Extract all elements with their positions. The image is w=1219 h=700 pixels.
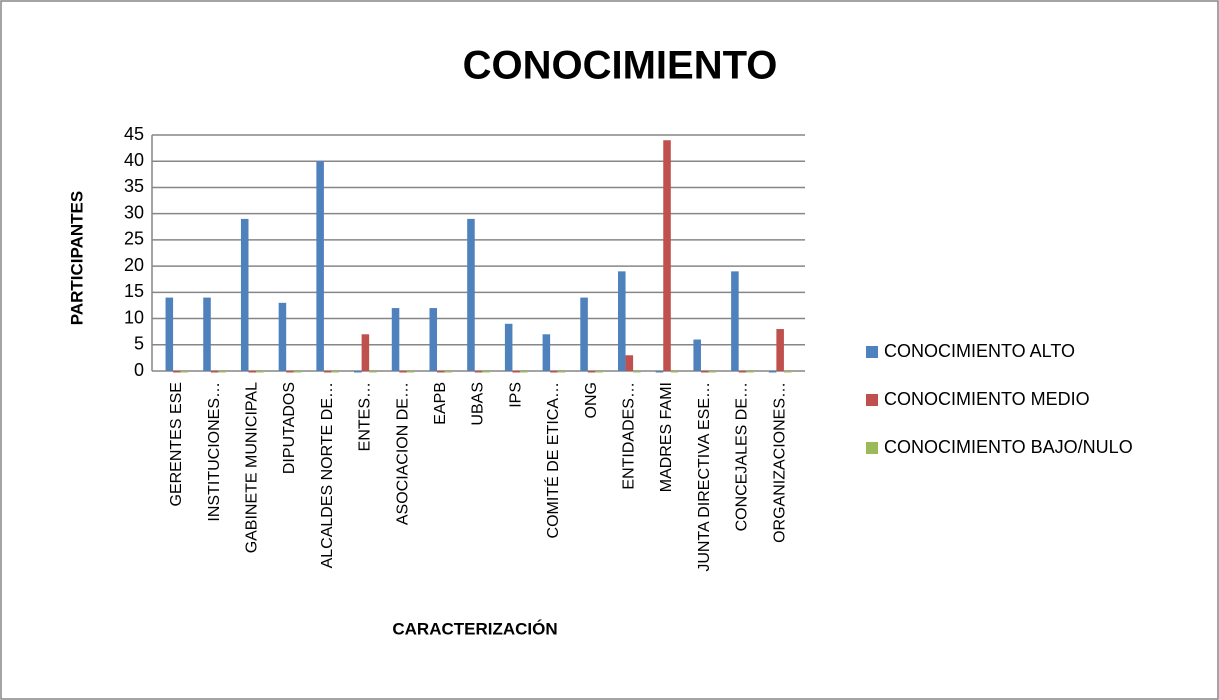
legend-label: CONOCIMIENTO BAJO/NULO — [884, 437, 1133, 457]
x-tick-label: ENTES… — [357, 382, 374, 451]
chart-title: CONOCIMIENTO — [463, 44, 778, 88]
y-tick-label: 5 — [134, 334, 144, 354]
bar — [406, 371, 415, 373]
bar — [663, 140, 671, 371]
bar — [776, 329, 784, 371]
bar — [218, 371, 226, 373]
y-tick-label: 0 — [134, 360, 144, 380]
bar — [323, 371, 332, 373]
y-tick-label: 40 — [124, 150, 144, 170]
bar — [248, 371, 257, 373]
bar — [783, 371, 792, 373]
bar — [399, 371, 407, 373]
legend-swatch — [866, 394, 878, 406]
bar — [768, 371, 777, 373]
bar — [474, 371, 483, 373]
y-tick-label: 45 — [124, 124, 144, 144]
bar — [618, 271, 626, 371]
bar — [256, 371, 264, 373]
bar — [738, 371, 747, 373]
y-tick-label: 20 — [124, 255, 144, 275]
legend-label: CONOCIMIENTO MEDIO — [884, 389, 1090, 409]
y-tick-label: 15 — [124, 281, 144, 301]
x-tick-label: IPS — [507, 382, 524, 408]
bar — [316, 161, 324, 371]
x-tick-label: UBAS — [470, 382, 487, 426]
x-tick-label: EAPB — [432, 382, 449, 425]
bar — [731, 271, 739, 371]
bar — [354, 371, 362, 373]
bar — [286, 371, 294, 373]
bar — [708, 371, 717, 373]
bar — [625, 355, 634, 371]
y-axis-label: PARTICIPANTES — [67, 191, 86, 325]
legend-swatch — [866, 346, 878, 358]
bar — [173, 371, 181, 373]
bar — [519, 371, 528, 373]
bar — [746, 371, 754, 373]
bar — [180, 371, 189, 373]
bar — [587, 371, 596, 373]
x-tick-label: DIPUTADOS — [281, 382, 298, 474]
x-tick-label: CONCEJALES DE… — [734, 382, 751, 531]
bar — [240, 218, 249, 371]
bar — [655, 371, 664, 373]
x-tick-label: ONG — [583, 382, 600, 418]
bar — [391, 308, 400, 371]
bar — [482, 371, 490, 373]
bar — [633, 371, 641, 373]
bar — [550, 371, 558, 373]
bar — [580, 297, 588, 371]
x-tick-label: MADRES FAMI — [658, 382, 675, 492]
y-tick-label: 35 — [124, 176, 144, 196]
bar — [278, 302, 287, 371]
bar — [369, 371, 377, 373]
bar — [210, 371, 219, 373]
bar — [444, 371, 453, 373]
bar — [293, 371, 302, 373]
bar — [467, 218, 475, 371]
bar — [331, 371, 339, 373]
bar — [437, 371, 445, 373]
x-tick-label: GABINETE MUNICIPAL — [243, 382, 260, 553]
legend-swatch — [866, 442, 878, 454]
legend-label: CONOCIMIENTO ALTO — [884, 341, 1075, 361]
x-tick-label: COMITÉ DE ETICA… — [543, 382, 562, 538]
y-tick-label: 25 — [124, 229, 144, 249]
y-tick-label: 30 — [124, 202, 144, 222]
x-tick-label: INSTITUCIONES… — [206, 382, 223, 522]
bar — [557, 371, 566, 373]
bar — [429, 308, 438, 371]
bar — [361, 334, 370, 371]
x-tick-label: ASOCIACION DE… — [394, 382, 411, 525]
bar — [700, 371, 709, 373]
bar — [542, 334, 551, 371]
x-tick-label: GERENTES ESE — [168, 382, 185, 506]
bar — [693, 339, 701, 371]
bar — [504, 323, 513, 371]
x-tick-label: ORGANIZACIONES… — [771, 382, 788, 543]
bar — [203, 297, 211, 371]
bar — [512, 371, 520, 373]
x-tick-label: JUNTA DIRECTIVA ESE… — [696, 382, 713, 572]
bar — [165, 297, 174, 371]
x-tick-label: ALCALDES NORTE DE… — [319, 382, 336, 568]
bar — [670, 371, 679, 373]
x-tick-label: ENTIDADES… — [621, 382, 638, 490]
bar — [595, 371, 603, 373]
y-tick-label: 10 — [124, 307, 144, 327]
x-axis-label: CARACTERIZACIÓN — [392, 619, 557, 638]
